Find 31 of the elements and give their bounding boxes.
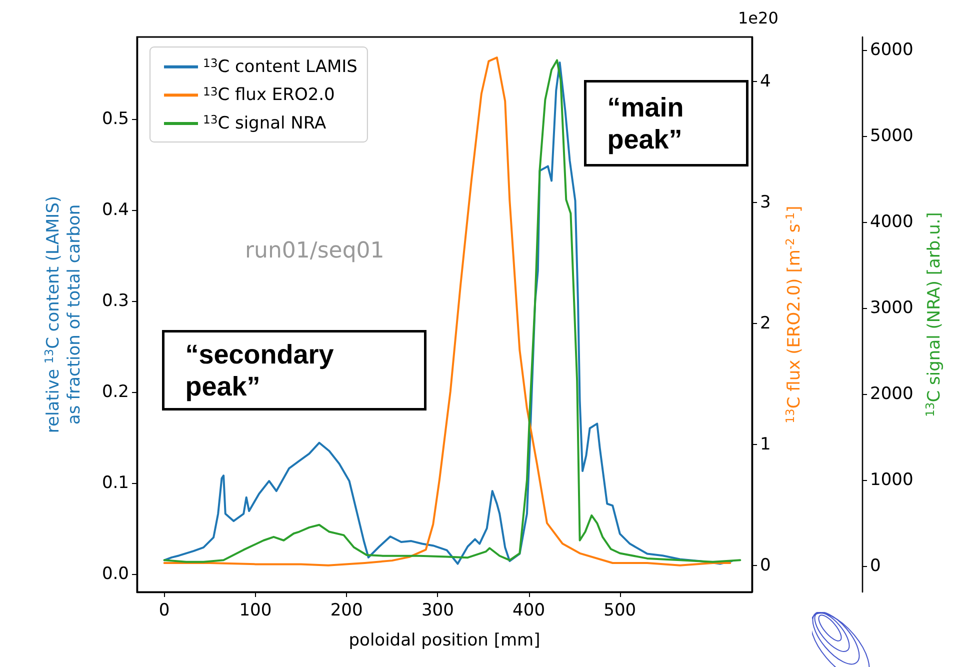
y2-tick-label: 3 — [760, 192, 771, 213]
x-tick-label: 300 — [421, 600, 454, 620]
y3-tick-label: 5000 — [870, 126, 914, 146]
y-tick-label: 0.4 — [102, 200, 129, 220]
x-tick-label: 0 — [158, 600, 170, 620]
x-axis-title: poloidal position [mm] — [348, 630, 540, 650]
x-tick-label: 500 — [604, 600, 636, 620]
y3-tick-label: 6000 — [870, 40, 914, 60]
text: 1e20 — [738, 8, 778, 28]
y2-tick-label: 2 — [760, 314, 771, 334]
y-tick-label: 0.0 — [102, 564, 129, 584]
y3-tick-label: 1000 — [870, 470, 914, 490]
y3-tick-label: 0 — [870, 556, 881, 576]
y2-tick-label: 0 — [760, 555, 771, 576]
y3-tick-label: 2000 — [870, 384, 914, 404]
annotation: “secondary peak” — [185, 339, 342, 402]
y2-axis-title: 13C flux (ERO2.0) [m-2 s-1] — [783, 206, 804, 424]
y3-axis-title: 13C signal (NRA) [arb.u.] — [923, 212, 945, 417]
y2-tick-label: 4 — [760, 72, 771, 92]
annotation: “main peak” — [607, 92, 692, 154]
y-tick-label: 0.3 — [102, 290, 129, 311]
annotation: run01/seq01 — [245, 238, 384, 264]
y3-tick-label: 4000 — [870, 212, 914, 232]
y-tick-label: 0.2 — [102, 382, 129, 402]
x-tick-label: 100 — [239, 600, 272, 620]
y3-tick-label: 3000 — [870, 298, 914, 318]
y-tick-label: 0.1 — [102, 472, 129, 493]
y-tick-label: 0.5 — [102, 108, 129, 129]
x-tick-label: 400 — [512, 600, 546, 620]
y2-tick-label: 1 — [760, 434, 771, 454]
x-tick-label: 200 — [330, 600, 363, 620]
